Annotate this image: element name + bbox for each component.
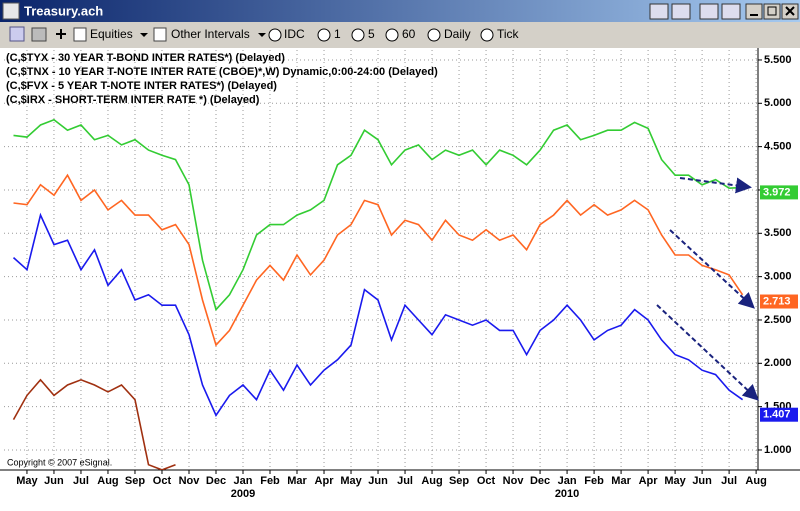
y-tick-label: 2.000 <box>764 357 792 369</box>
x-tick-label: Jun <box>692 475 712 487</box>
toolbar-item[interactable]: Equities <box>90 27 133 41</box>
x-tick-label: Jun <box>368 475 388 487</box>
legend-entry: (C,$IRX - SHORT-TERM INTER RATE *) (Dela… <box>6 94 260 106</box>
axes: 1.0001.5002.0002.5003.0003.5004.0004.500… <box>16 54 798 500</box>
app-icon <box>2 2 20 20</box>
y-tick-label: 3.500 <box>764 227 792 239</box>
series-line <box>12 212 744 417</box>
x-tick-label: Aug <box>97 475 118 487</box>
window-title: Treasury.ach <box>24 3 103 18</box>
plot <box>12 118 744 470</box>
year-label: 2009 <box>231 488 255 500</box>
y-tick-label: 5.500 <box>764 54 792 66</box>
x-tick-label: Nov <box>503 475 525 487</box>
x-tick-label: Dec <box>530 475 550 487</box>
last-value-badge <box>760 185 798 200</box>
toolbar-item[interactable]: 60 <box>402 27 416 41</box>
x-tick-label: Feb <box>584 475 604 487</box>
x-tick-label: Mar <box>611 475 631 487</box>
x-tick-label: Jun <box>44 475 64 487</box>
x-tick-label: May <box>340 475 362 487</box>
toolbar-item[interactable]: 1 <box>334 27 341 41</box>
x-tick-label: Aug <box>745 475 766 487</box>
year-label: 2010 <box>555 488 579 500</box>
x-tick-label: Apr <box>315 475 335 487</box>
title-bar <box>0 0 800 22</box>
last-value-badge <box>760 294 798 309</box>
x-tick-label: Oct <box>477 475 496 487</box>
trend-arrows <box>656 177 759 401</box>
series-line <box>12 378 176 470</box>
x-tick-label: Dec <box>206 475 226 487</box>
last-value-badge <box>760 407 798 422</box>
x-tick-label: May <box>664 475 686 487</box>
x-tick-label: Jul <box>397 475 413 487</box>
series-line <box>13 118 743 312</box>
toolbar-item[interactable]: Daily <box>444 27 471 41</box>
last-value-label: 2.713 <box>763 295 791 307</box>
x-tick-label: Jul <box>721 475 737 487</box>
y-tick-label: 4.500 <box>764 141 792 153</box>
toolbar-icons[interactable] <box>9 26 494 42</box>
y-tick-label: 1.000 <box>764 444 792 456</box>
toolbar-item[interactable]: 5 <box>368 27 375 41</box>
x-tick-label: Oct <box>153 475 172 487</box>
toolbar-item[interactable]: Other Intervals <box>171 27 250 41</box>
title-buttons[interactable] <box>649 3 799 20</box>
x-tick-label: Jan <box>558 475 577 487</box>
legend-entry: (C,$TYX - 30 YEAR T-BOND INTER RATES*) (… <box>6 52 285 64</box>
x-tick-label: May <box>16 475 38 487</box>
x-tick-label: Aug <box>421 475 442 487</box>
x-tick-label: Apr <box>639 475 659 487</box>
x-tick-label: Jan <box>234 475 253 487</box>
toolbar-item[interactable]: IDC <box>284 27 305 41</box>
x-tick-label: Sep <box>125 475 145 487</box>
x-tick-label: Feb <box>260 475 280 487</box>
grid <box>4 50 758 470</box>
y-tick-label: 3.000 <box>764 271 792 283</box>
last-value-label: 1.407 <box>763 409 791 421</box>
x-tick-label: Sep <box>449 475 469 487</box>
last-value-label: 3.972 <box>763 186 791 198</box>
y-tick-label: 5.000 <box>764 97 792 109</box>
x-tick-label: Jul <box>73 475 89 487</box>
x-tick-label: Mar <box>287 475 307 487</box>
series-line <box>13 173 744 347</box>
y-tick-label: 2.500 <box>764 314 792 326</box>
x-tick-label: Nov <box>179 475 201 487</box>
legend-entry: (C,$FVX - 5 YEAR T-NOTE INTER RATES*) (D… <box>6 80 277 92</box>
legend-entry: (C,$TNX - 10 YEAR T-NOTE INTER RATE (CBO… <box>6 66 438 78</box>
chart-background <box>0 48 800 511</box>
copyright: Copyright © 2007 eSignal. <box>7 457 112 467</box>
toolbar <box>0 23 800 47</box>
toolbar-item[interactable]: Tick <box>497 27 520 41</box>
legend: (C,$TYX - 30 YEAR T-BOND INTER RATES*) (… <box>6 52 438 106</box>
